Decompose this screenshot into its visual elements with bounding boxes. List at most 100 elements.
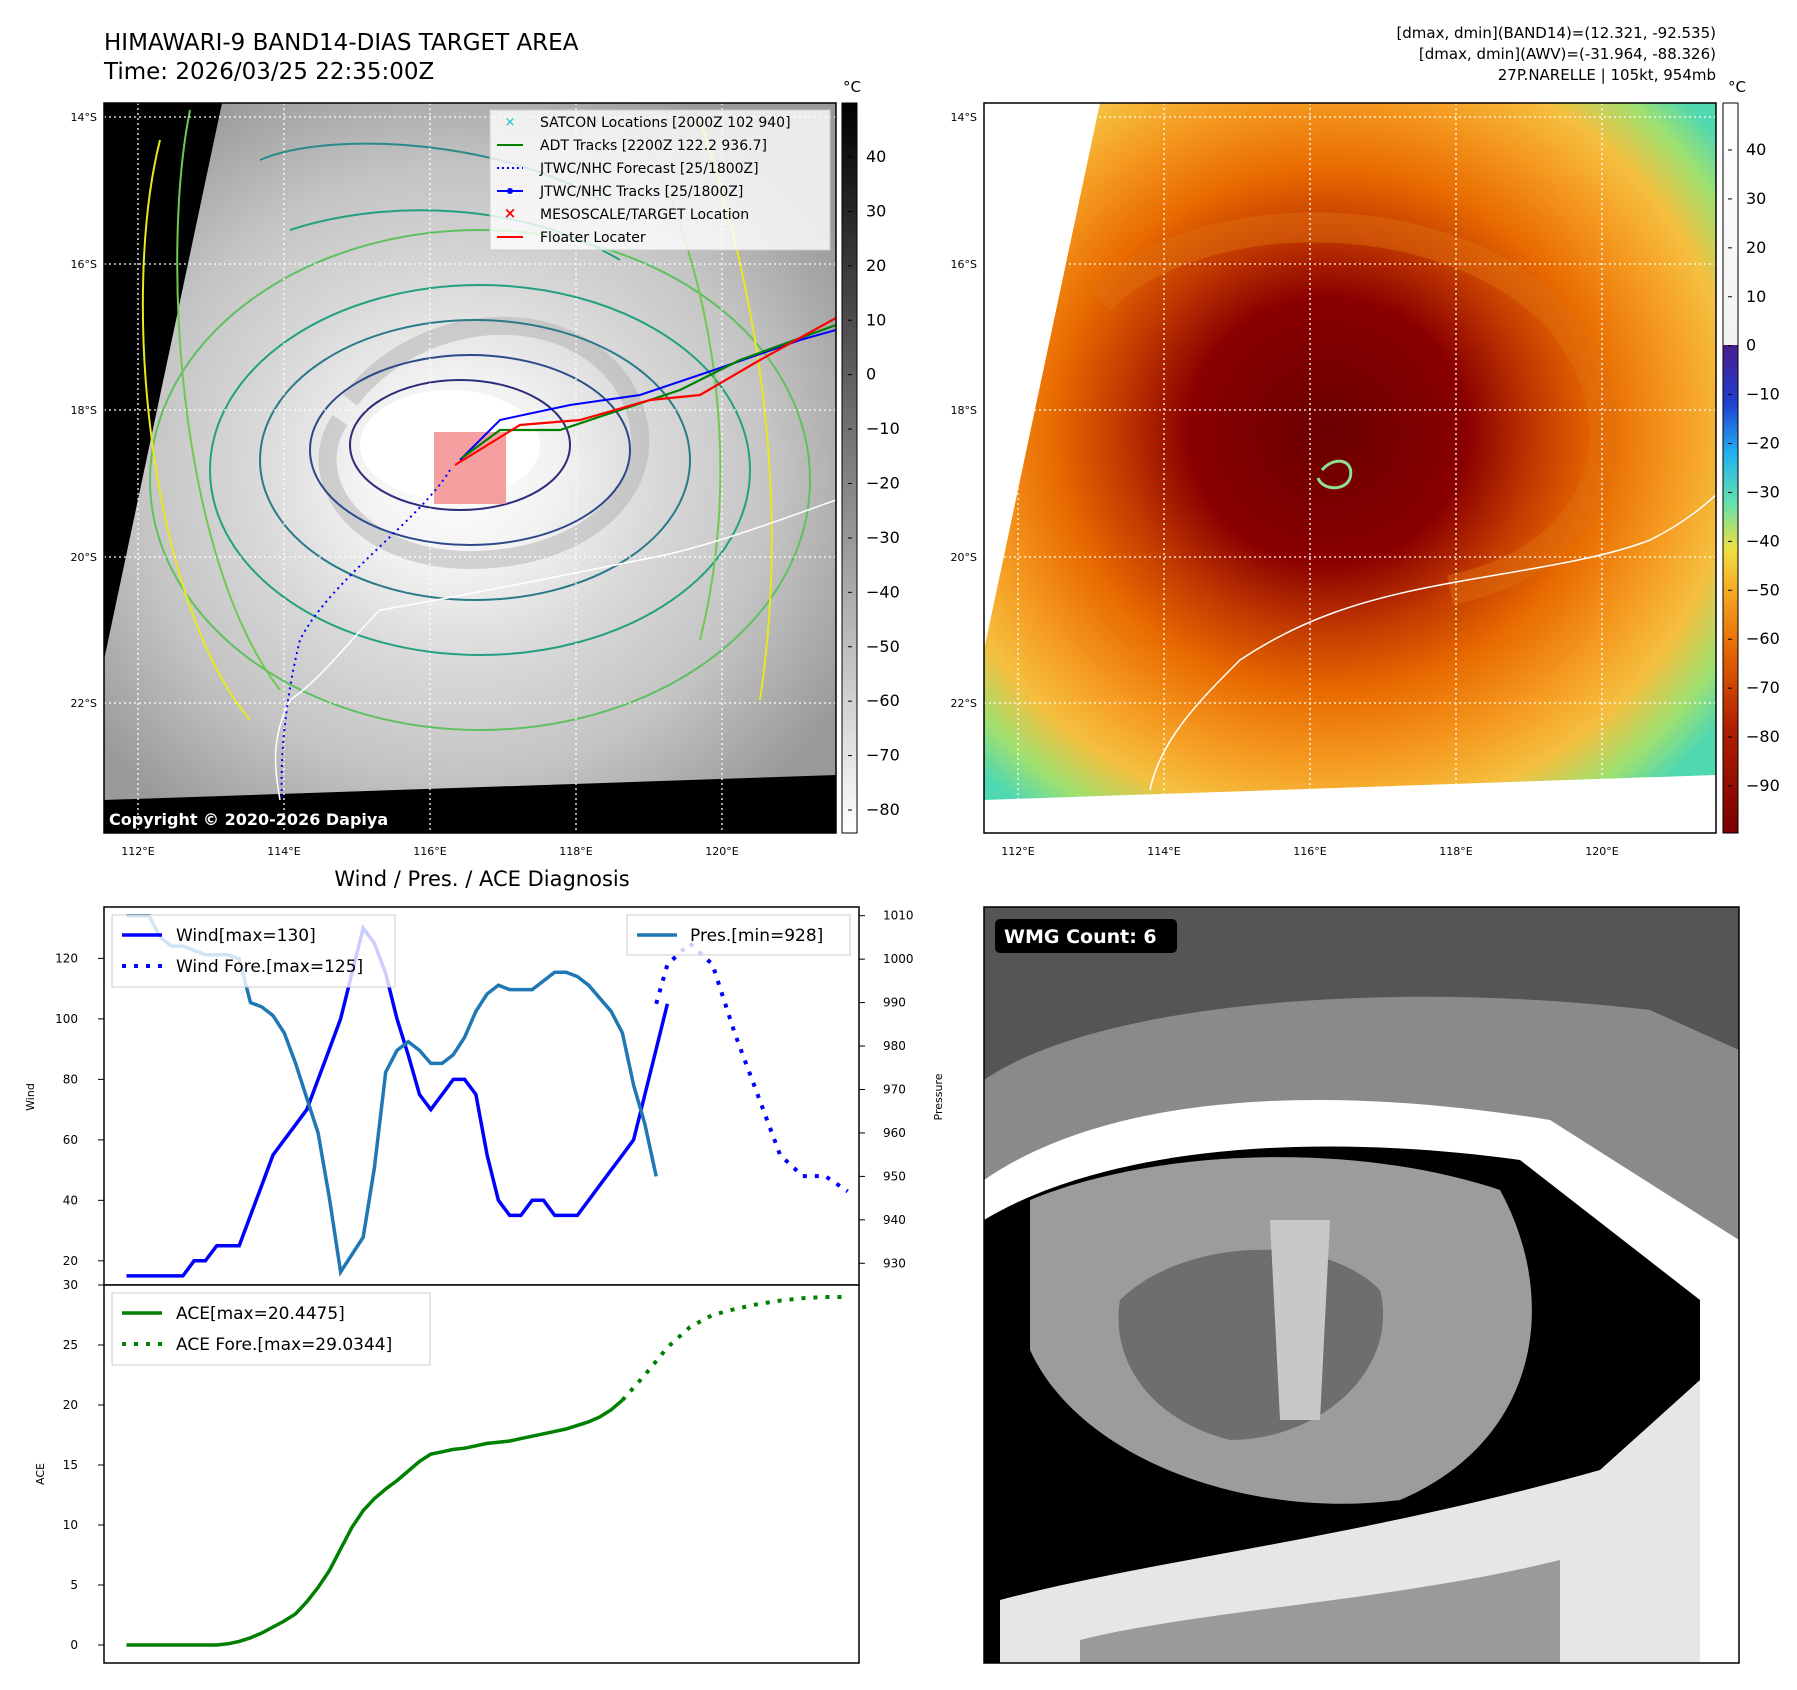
enhanced-colorbar-label: −50 bbox=[1746, 580, 1780, 599]
wind-axis-label: Wind bbox=[24, 1083, 37, 1111]
ir-contours bbox=[141, 109, 811, 731]
stats-storm: 27P.NARELLE | 105kt, 954mb bbox=[1498, 66, 1716, 84]
enhanced-colorbar-frame bbox=[1722, 102, 1739, 834]
ace-ytick-label: 0 bbox=[70, 1638, 78, 1652]
enhanced-lat-labels: 14°S 16°S 18°S 20°S 22°S bbox=[951, 111, 977, 710]
enhanced-lat-label: 20°S bbox=[951, 551, 977, 564]
wind-legend: Wind[max=130] Wind Fore.[max=125] bbox=[111, 914, 396, 988]
wind-pressure-chart: Wind / Pres. / ACE Diagnosis Wind Pressu… bbox=[24, 867, 945, 1286]
ir-colorbar-label: 10 bbox=[866, 310, 886, 329]
enhanced-colorbar-label: −10 bbox=[1746, 385, 1780, 404]
enhanced-lon-label: 118°E bbox=[1439, 845, 1472, 858]
ir-lat-labels: 14°S 16°S 18°S 20°S 22°S bbox=[71, 111, 97, 710]
legend-adt-label: ADT Tracks [2200Z 122.2 936.7] bbox=[540, 138, 767, 154]
legend-jtwc-forecast: JTWC/NHC Forecast [25/1800Z] bbox=[497, 161, 759, 177]
legend-floater: Floater Locater bbox=[497, 230, 646, 246]
ir-copyright: Copyright © 2020-2026 Dapiya bbox=[109, 810, 388, 829]
enhanced-lat-label: 22°S bbox=[951, 697, 977, 710]
wind-ytick-label: 60 bbox=[63, 1133, 78, 1147]
legend-floater-label: Floater Locater bbox=[540, 230, 646, 246]
legend-satcon-marker: × bbox=[505, 115, 516, 130]
ir-colorbar-label: −50 bbox=[866, 637, 900, 656]
enhanced-lat-label: 14°S bbox=[951, 111, 977, 124]
ir-colorbar-label: −70 bbox=[866, 746, 900, 765]
wind-ytick-label: 100 bbox=[55, 1012, 78, 1026]
enhanced-satellite-image bbox=[984, 103, 1716, 800]
enhanced-lon-label: 120°E bbox=[1585, 845, 1618, 858]
ir-target-box bbox=[434, 432, 506, 504]
ir-spiral-band bbox=[318, 316, 650, 570]
legend-mesoscale-marker: × bbox=[504, 204, 517, 222]
enhanced-eye bbox=[1316, 459, 1353, 490]
enhanced-colorbar-label: −90 bbox=[1746, 776, 1780, 795]
enhanced-map-panel: 14°S 16°S 18°S 20°S 22°S 112°E 114°E 116… bbox=[951, 78, 1780, 858]
ace-ytick-label: 15 bbox=[63, 1458, 78, 1472]
pressure-legend: Pres.[min=928] bbox=[626, 914, 851, 956]
wind-ytick-label: 40 bbox=[63, 1193, 78, 1207]
wmg-count-label: WMG Count: 6 bbox=[1004, 926, 1157, 948]
ace-ytick-label: 25 bbox=[63, 1338, 78, 1352]
wmg-count-badge bbox=[995, 919, 1177, 953]
pressure-ytick-label: 1000 bbox=[883, 952, 914, 966]
enhanced-colorbar-label: 30 bbox=[1746, 189, 1766, 208]
ir-floater-track bbox=[454, 317, 836, 466]
ir-lat-label: 14°S bbox=[71, 111, 97, 124]
ir-lon-label: 114°E bbox=[267, 845, 300, 858]
pressure-ytick-label: 970 bbox=[883, 1082, 906, 1096]
ir-colorbar-label: 0 bbox=[866, 365, 876, 384]
wind-ytick-label: 20 bbox=[63, 1254, 78, 1268]
ace-ytick-label: 5 bbox=[70, 1578, 78, 1592]
enhanced-lon-labels: 112°E 114°E 116°E 118°E 120°E bbox=[1001, 845, 1618, 858]
enhanced-colorbar-warm bbox=[1723, 103, 1738, 345]
ir-lon-label: 120°E bbox=[705, 845, 738, 858]
ir-colorbar-label: −80 bbox=[866, 800, 900, 819]
legend-jtwc-tracks-label: JTWC/NHC Tracks [25/1800Z] bbox=[539, 184, 743, 200]
enhanced-gridlines bbox=[984, 103, 1716, 833]
enhanced-coastline bbox=[1149, 494, 1716, 791]
legend-satcon-label: SATCON Locations [2000Z 102 940] bbox=[540, 115, 791, 131]
ir-jtwc-track bbox=[459, 329, 836, 461]
ir-lon-label: 116°E bbox=[413, 845, 446, 858]
wind-ytick-label: 80 bbox=[63, 1072, 78, 1086]
enhanced-colorbar-label: 0 bbox=[1746, 336, 1756, 355]
ir-colorbar-label: −20 bbox=[866, 474, 900, 493]
ace-axis-label: ACE bbox=[34, 1463, 47, 1485]
pressure-axis-label: Pressure bbox=[932, 1073, 945, 1120]
ir-lat-label: 20°S bbox=[71, 551, 97, 564]
ace-legend: ACE[max=20.4475] ACE Fore.[max=29.0344] bbox=[111, 1292, 431, 1366]
pressure-ytick-label: 950 bbox=[883, 1169, 906, 1183]
enhanced-map-frame bbox=[983, 102, 1717, 834]
figure-title: HIMAWARI-9 BAND14-DIAS TARGET AREA bbox=[104, 30, 579, 56]
enhanced-lon-label: 112°E bbox=[1001, 845, 1034, 858]
enhanced-colorbar-label: −60 bbox=[1746, 629, 1780, 648]
pressure-ytick-label: 1010 bbox=[883, 909, 914, 923]
pressure-ytick-label: 960 bbox=[883, 1126, 906, 1140]
enhanced-colorbar-label: 10 bbox=[1746, 287, 1766, 306]
ir-colorbar-label: 40 bbox=[866, 147, 886, 166]
pressure-ytick-label: 990 bbox=[883, 996, 906, 1010]
ace-ytick-label: 30 bbox=[63, 1278, 78, 1292]
ir-lat-label: 16°S bbox=[71, 258, 97, 271]
ir-gridlines bbox=[104, 103, 836, 833]
enhanced-lat-label: 18°S bbox=[951, 404, 977, 417]
wmg-frame bbox=[983, 906, 1740, 1664]
enhanced-colorbar-label: 20 bbox=[1746, 238, 1766, 257]
ir-colorbar-unit: °C bbox=[843, 78, 861, 96]
ir-colorbar: °C 40 30 20 10 0 −10 −20 −30 −40 −50 −60 −70 −80 bbox=[841, 78, 900, 834]
enhanced-lon-label: 116°E bbox=[1293, 845, 1326, 858]
ir-lon-label: 112°E bbox=[121, 845, 154, 858]
enhanced-colorbar-label: −40 bbox=[1746, 531, 1780, 550]
wind-forecast-legend-label: Wind Fore.[max=125] bbox=[176, 957, 363, 977]
ir-lat-label: 22°S bbox=[71, 697, 97, 710]
ir-colorbar-label: 20 bbox=[866, 256, 886, 275]
ir-adt-track bbox=[461, 323, 836, 459]
pressure-ytick-label: 940 bbox=[883, 1213, 906, 1227]
enhanced-colorbar-cold bbox=[1723, 345, 1738, 833]
wind-ytick-label: 120 bbox=[55, 951, 78, 965]
pressure-ytick-label: 980 bbox=[883, 1039, 906, 1053]
enhanced-lon-label: 114°E bbox=[1147, 845, 1180, 858]
wind-legend-label: Wind[max=130] bbox=[176, 926, 316, 946]
ir-legend: × SATCON Locations [2000Z 102 940] ADT T… bbox=[489, 109, 831, 251]
ir-colorbar-label: −60 bbox=[866, 691, 900, 710]
wmg-eye bbox=[1270, 1220, 1330, 1420]
